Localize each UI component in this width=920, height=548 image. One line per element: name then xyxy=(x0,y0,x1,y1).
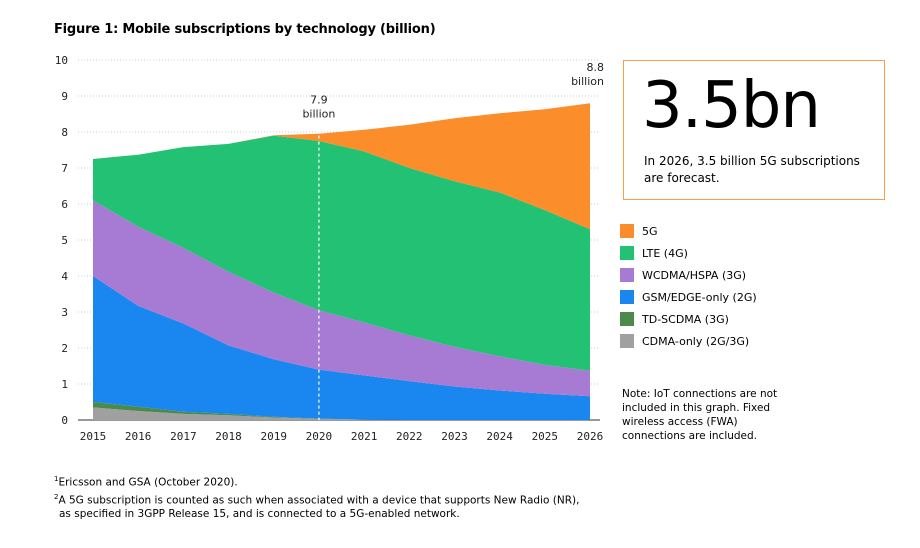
annotation-value: 7.9 xyxy=(310,94,328,107)
x-tick-label: 2026 xyxy=(577,430,604,443)
legend-item: CDMA-only (2G/3G) xyxy=(620,330,757,352)
x-tick-label: 2022 xyxy=(396,430,423,443)
legend-item: WCDMA/HSPA (3G) xyxy=(620,264,757,286)
footnotes: 1Ericsson and GSA (October 2020). 2A 5G s… xyxy=(54,472,579,521)
callout-value: 3.5bn xyxy=(642,69,821,143)
footnote: 1Ericsson and GSA (October 2020). xyxy=(54,475,238,489)
legend-swatch xyxy=(620,224,634,238)
y-tick-label: 10 xyxy=(55,54,68,67)
y-tick-label: 8 xyxy=(61,126,68,139)
annotation-unit: billion xyxy=(571,75,604,88)
area-lte-4g xyxy=(93,135,590,371)
stacked-area-chart: 0 1 2 3 4 5 6 7 8 9 10 2015 2016 2017 2018 2019 2020 202… xyxy=(55,54,604,443)
legend-label: LTE (4G) xyxy=(642,246,688,260)
y-tick-label: 0 xyxy=(61,414,68,427)
legend-swatch xyxy=(620,268,634,282)
y-tick-label: 6 xyxy=(61,198,68,211)
x-tick-label: 2019 xyxy=(260,430,287,443)
y-axis-ticks: 0 1 2 3 4 5 6 7 8 9 10 xyxy=(55,54,69,427)
annotation-value: 8.8 xyxy=(587,61,605,74)
area-wcdma-hspa-3g xyxy=(93,200,590,397)
x-tick-label: 2018 xyxy=(215,430,242,443)
x-axis-ticks: 2015 2016 2017 2018 2019 2020 2021 2022 2023 2024… xyxy=(80,430,604,443)
callout-text: In 2026, 3.5 billion 5G subscriptions ar… xyxy=(644,154,860,185)
annotation-unit: billion xyxy=(302,108,335,121)
footnote: 2A 5G subscription is counted as such wh… xyxy=(54,492,580,507)
x-tick-label: 2023 xyxy=(441,430,468,443)
y-tick-label: 3 xyxy=(61,306,68,319)
chart-note: Note: IoT connections are not included i… xyxy=(622,388,778,442)
x-tick-label: 2017 xyxy=(170,430,197,443)
y-tick-label: 2 xyxy=(61,342,68,355)
legend-label: WCDMA/HSPA (3G) xyxy=(642,268,747,282)
y-tick-label: 1 xyxy=(61,378,68,391)
x-tick-label: 2021 xyxy=(351,430,378,443)
x-tick-label: 2020 xyxy=(306,430,333,443)
footnote: as specified in 3GPP Release 15, and is … xyxy=(59,508,460,520)
y-tick-label: 5 xyxy=(61,234,68,247)
legend-label: GSM/EDGE-only (2G) xyxy=(642,290,757,304)
area-5g xyxy=(93,103,590,230)
legend-label: CDMA-only (2G/3G) xyxy=(642,334,750,348)
forecast-callout: 3.5bn In 2026, 3.5 billion 5G subscripti… xyxy=(623,60,885,200)
x-tick-label: 2024 xyxy=(486,430,513,443)
y-tick-label: 9 xyxy=(61,90,68,103)
legend-swatch xyxy=(620,246,634,260)
chart-legend: 5G LTE (4G) WCDMA/HSPA (3G) GSM/EDGE-only (… xyxy=(620,220,757,352)
legend-item: GSM/EDGE-only (2G) xyxy=(620,286,757,308)
legend-item: TD-SCDMA (3G) xyxy=(620,308,757,330)
area-cdma-only-2g-3g xyxy=(93,407,590,420)
legend-swatch xyxy=(620,312,634,326)
chart-title: Figure 1: Mobile subscriptions by techno… xyxy=(54,22,436,37)
area-gsm-edge-only-2g xyxy=(93,276,590,420)
legend-label: 5G xyxy=(642,224,658,238)
legend-swatch xyxy=(620,334,634,348)
legend-swatch xyxy=(620,290,634,304)
legend-label: TD-SCDMA (3G) xyxy=(642,312,729,326)
area-series xyxy=(93,103,590,420)
legend-item: 5G xyxy=(620,220,757,242)
y-tick-label: 7 xyxy=(61,162,68,175)
x-tick-label: 2016 xyxy=(125,430,152,443)
x-tick-label: 2025 xyxy=(532,430,559,443)
legend-item: LTE (4G) xyxy=(620,242,757,264)
x-tick-label: 2015 xyxy=(80,430,107,443)
y-tick-label: 4 xyxy=(61,270,68,283)
